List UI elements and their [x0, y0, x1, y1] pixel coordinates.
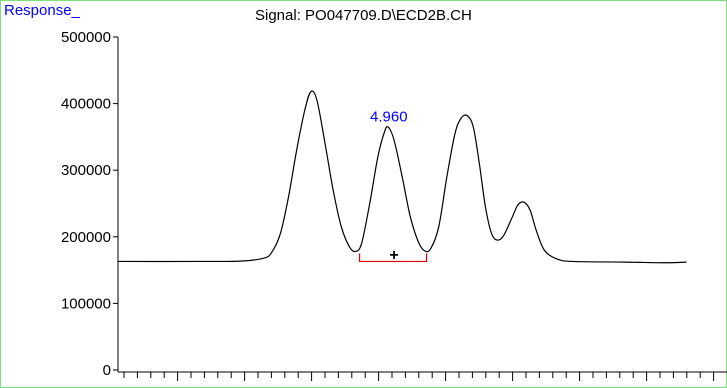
peak-retention-label: 4.960	[370, 109, 408, 126]
y-tick-label: 500000	[61, 29, 111, 46]
x-ticks	[123, 372, 715, 381]
axes	[117, 37, 727, 373]
y-tick-label: 400000	[61, 96, 111, 113]
y-tick-label: 200000	[61, 229, 111, 246]
integration-baseline	[358, 253, 428, 263]
y-tick-label: 0	[103, 362, 111, 379]
y-axis-label: Response_	[4, 2, 80, 19]
y-ticks: 0 100000 200000 300000 400000 500000	[61, 29, 118, 379]
chart-title: Signal: PO047709.D\ECD2B.CH	[255, 7, 472, 24]
y-tick-label: 100000	[61, 295, 111, 312]
annotations: 4.960 +	[358, 109, 428, 264]
y-tick-label: 300000	[61, 162, 111, 179]
signal-trace	[117, 90, 687, 264]
cursor-marker: +	[389, 247, 398, 264]
series-layer	[117, 90, 687, 264]
